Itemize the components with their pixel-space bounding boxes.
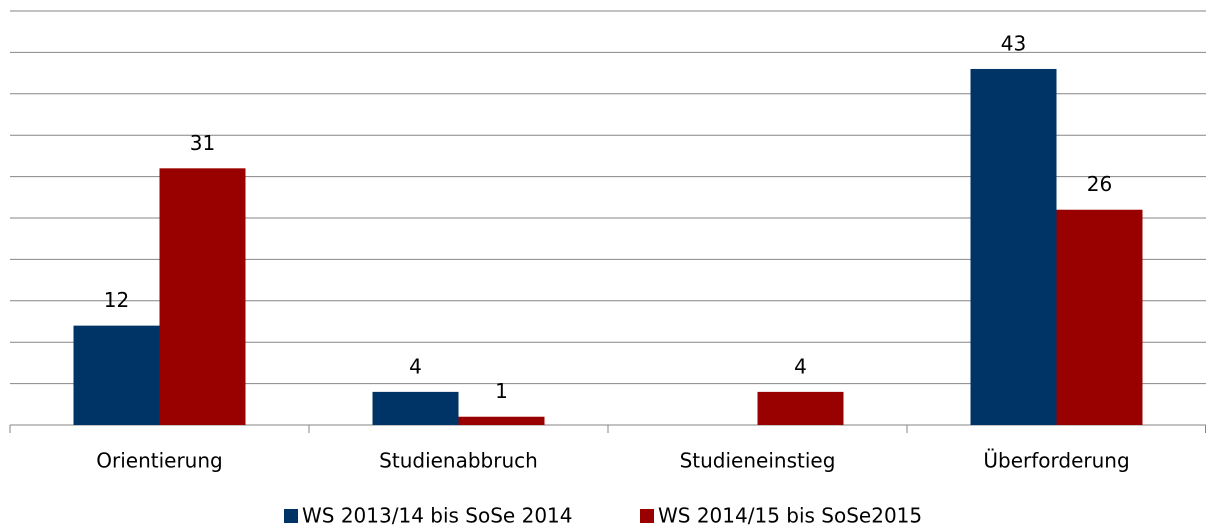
legend-label: WS 2013/14 bis SoSe 2014 [302,504,573,528]
legend-swatch [640,509,654,523]
bar [73,325,160,425]
bar [1056,209,1143,425]
bar [372,391,459,425]
x-tick-label: Orientierung [96,449,222,473]
x-tick-label: Überforderung [983,449,1129,473]
bar [757,391,844,425]
data-label: 43 [1001,31,1026,55]
legend-label: WS 2014/15 bis SoSe2015 [658,504,922,528]
data-label: 31 [190,131,215,155]
data-label: 4 [794,354,807,378]
bar [458,416,545,425]
bar [970,68,1057,426]
x-tick-label: Studienabbruch [379,449,538,473]
x-tick-label: Studieneinstieg [680,449,836,473]
data-label: 1 [495,379,508,403]
data-label: 4 [409,354,422,378]
data-label: 12 [104,288,129,312]
bar [159,168,246,425]
legend-swatch [284,509,298,523]
data-label: 26 [1087,172,1112,196]
